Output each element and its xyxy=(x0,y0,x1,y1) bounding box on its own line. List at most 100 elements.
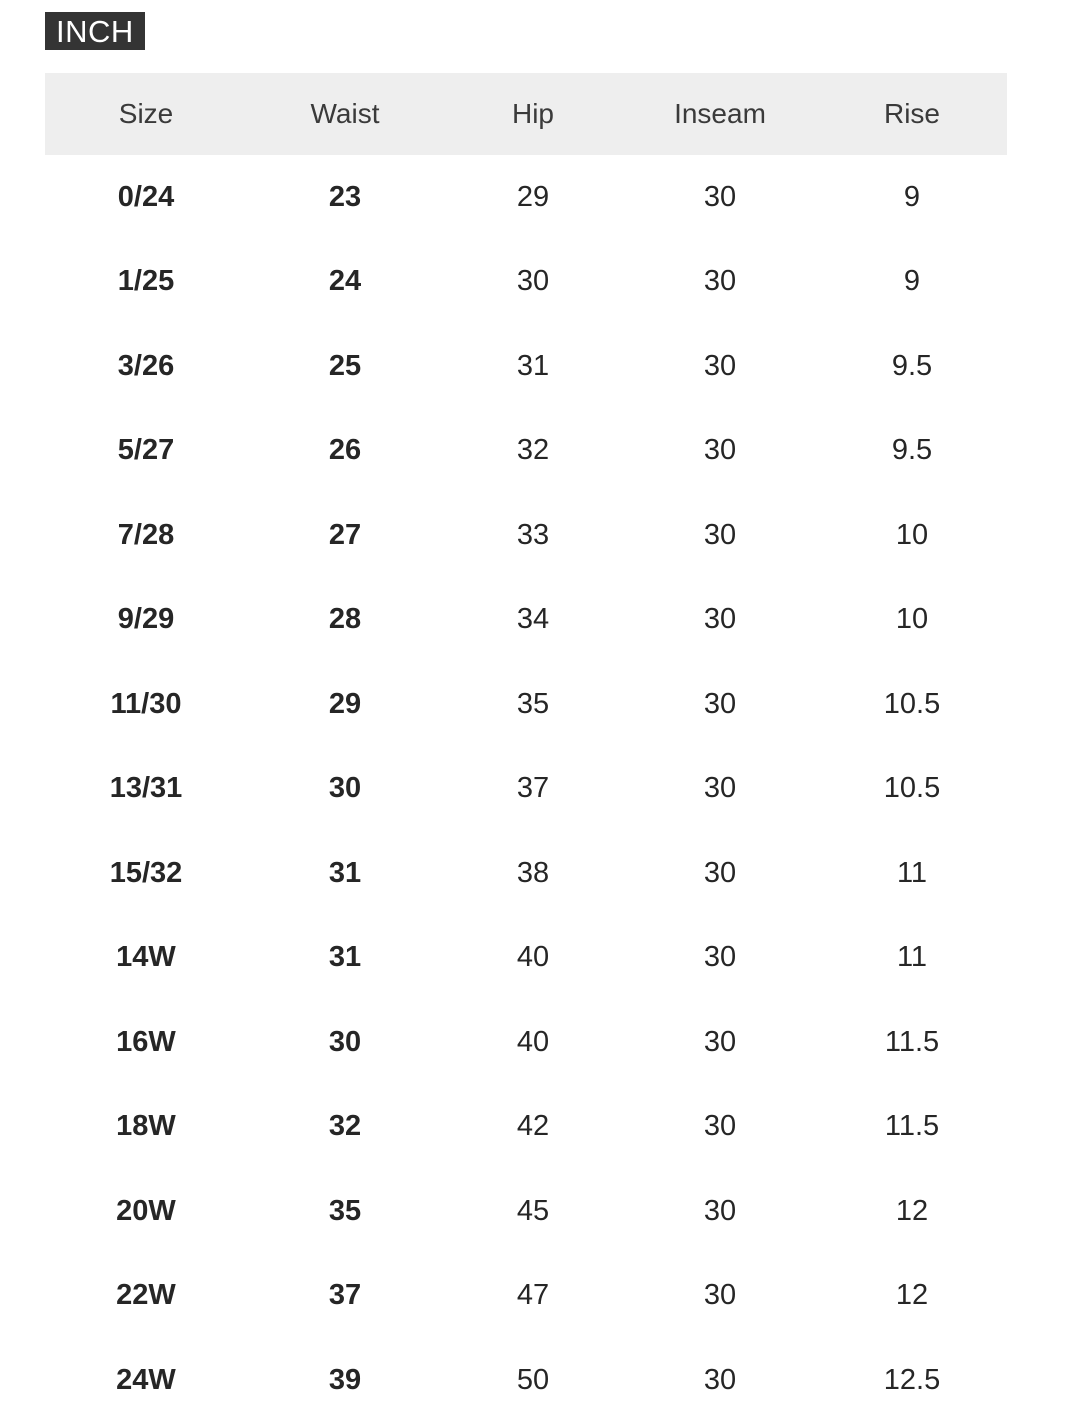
cell-hip: 50 xyxy=(516,1363,550,1396)
cell-rise: 12 xyxy=(895,1279,929,1312)
cell-hip: 33 xyxy=(516,518,550,551)
cell-waist: 23 xyxy=(328,180,362,213)
cell-inseam: 30 xyxy=(703,1194,737,1227)
cell-waist: 30 xyxy=(328,1025,362,1058)
table-row: 24W 39 50 30 12.5 xyxy=(45,1338,1007,1423)
cell-hip: 30 xyxy=(516,265,550,298)
cell-inseam: 30 xyxy=(703,1279,737,1312)
cell-waist: 35 xyxy=(328,1194,362,1227)
column-header-rise: Rise xyxy=(883,98,940,129)
cell-size: 5/27 xyxy=(117,434,175,467)
cell-waist: 24 xyxy=(328,265,362,298)
cell-waist: 37 xyxy=(328,1279,362,1312)
cell-hip: 45 xyxy=(516,1194,550,1227)
table-row: 18W 32 42 30 11.5 xyxy=(45,1085,1007,1170)
size-chart-table: Size Waist Hip Inseam Rise 0/24 23 29 30 9 1/… xyxy=(45,73,1007,1423)
cell-waist: 31 xyxy=(328,941,362,974)
cell-waist: 29 xyxy=(328,687,362,720)
table-row: 15/32 31 38 30 11 xyxy=(45,831,1007,916)
cell-waist: 30 xyxy=(328,772,362,805)
table-row: 11/30 29 35 30 10.5 xyxy=(45,662,1007,747)
cell-size: 7/28 xyxy=(117,518,175,551)
cell-hip: 40 xyxy=(516,1025,550,1058)
cell-waist: 27 xyxy=(328,518,362,551)
cell-inseam: 30 xyxy=(703,603,737,636)
cell-size: 9/29 xyxy=(117,603,175,636)
cell-inseam: 30 xyxy=(703,518,737,551)
cell-size: 20W xyxy=(116,1194,176,1227)
table-row: 22W 37 47 30 12 xyxy=(45,1254,1007,1339)
table-row: 20W 35 45 30 12 xyxy=(45,1169,1007,1254)
cell-rise: 9 xyxy=(903,265,921,298)
cell-size: 16W xyxy=(116,1025,176,1058)
cell-rise: 11 xyxy=(896,941,928,974)
header-row: Size Waist Hip Inseam Rise xyxy=(45,73,1007,155)
cell-hip: 32 xyxy=(516,434,550,467)
cell-inseam: 30 xyxy=(703,349,737,382)
table-row: 14W 31 40 30 11 xyxy=(45,916,1007,1001)
cell-hip: 38 xyxy=(516,856,550,889)
table-row: 3/26 25 31 30 9.5 xyxy=(45,324,1007,409)
table-row: 7/28 27 33 30 10 xyxy=(45,493,1007,578)
cell-inseam: 30 xyxy=(703,772,737,805)
unit-badge-label: INCH xyxy=(56,13,134,49)
cell-rise: 10 xyxy=(895,603,929,636)
cell-hip: 37 xyxy=(516,772,550,805)
cell-rise: 10.5 xyxy=(883,687,941,720)
table-row: 13/31 30 37 30 10.5 xyxy=(45,747,1007,832)
table-row: 0/24 23 29 30 9 xyxy=(45,155,1007,240)
cell-inseam: 30 xyxy=(703,1110,737,1143)
cell-inseam: 30 xyxy=(703,1363,737,1396)
cell-inseam: 30 xyxy=(703,856,737,889)
cell-rise: 12.5 xyxy=(883,1363,941,1396)
cell-waist: 31 xyxy=(328,856,362,889)
table-header: Size Waist Hip Inseam Rise xyxy=(45,73,1007,155)
cell-rise: 9 xyxy=(903,180,921,213)
cell-hip: 40 xyxy=(516,941,550,974)
cell-inseam: 30 xyxy=(703,941,737,974)
table-row: 1/25 24 30 30 9 xyxy=(45,240,1007,325)
column-header-size: Size xyxy=(118,98,174,129)
cell-size: 0/24 xyxy=(117,180,175,213)
column-header-inseam: Inseam xyxy=(674,98,766,129)
cell-rise: 12 xyxy=(895,1194,929,1227)
cell-size: 22W xyxy=(116,1279,176,1312)
table-row: 16W 30 40 30 11.5 xyxy=(45,1000,1007,1085)
cell-hip: 35 xyxy=(516,687,550,720)
cell-hip: 42 xyxy=(516,1110,550,1143)
cell-size: 18W xyxy=(116,1110,176,1143)
cell-size: 3/26 xyxy=(117,349,175,382)
cell-size: 15/32 xyxy=(109,856,183,889)
cell-size: 11/30 xyxy=(110,687,182,720)
cell-hip: 29 xyxy=(516,180,550,213)
table-row: 9/29 28 34 30 10 xyxy=(45,578,1007,663)
cell-hip: 31 xyxy=(516,349,550,382)
cell-hip: 34 xyxy=(516,603,550,636)
cell-rise: 10 xyxy=(895,518,929,551)
cell-rise: 9.5 xyxy=(891,434,933,467)
cell-rise: 11.5 xyxy=(884,1025,940,1058)
table-body: 0/24 23 29 30 9 1/25 24 30 30 9 3/26 25 31 30 9.5 5/27 2… xyxy=(45,155,1007,1423)
cell-waist: 32 xyxy=(328,1110,362,1143)
unit-badge: INCH xyxy=(45,12,145,50)
size-chart-container: Size Waist Hip Inseam Rise 0/24 23 29 30 9 1/… xyxy=(45,73,1007,1423)
cell-waist: 25 xyxy=(328,349,362,382)
cell-hip: 47 xyxy=(516,1279,550,1312)
cell-waist: 28 xyxy=(328,603,362,636)
table-row: 5/27 26 32 30 9.5 xyxy=(45,409,1007,494)
column-header-hip: Hip xyxy=(511,98,554,129)
cell-inseam: 30 xyxy=(703,180,737,213)
cell-size: 1/25 xyxy=(117,265,175,298)
cell-rise: 9.5 xyxy=(891,349,933,382)
cell-inseam: 30 xyxy=(703,1025,737,1058)
cell-inseam: 30 xyxy=(703,687,737,720)
cell-size: 13/31 xyxy=(109,772,183,805)
cell-size: 14W xyxy=(116,941,176,974)
column-header-waist: Waist xyxy=(310,98,380,129)
cell-rise: 11.5 xyxy=(884,1110,940,1143)
cell-inseam: 30 xyxy=(703,434,737,467)
cell-inseam: 30 xyxy=(703,265,737,298)
cell-waist: 39 xyxy=(328,1363,362,1396)
cell-waist: 26 xyxy=(328,434,362,467)
